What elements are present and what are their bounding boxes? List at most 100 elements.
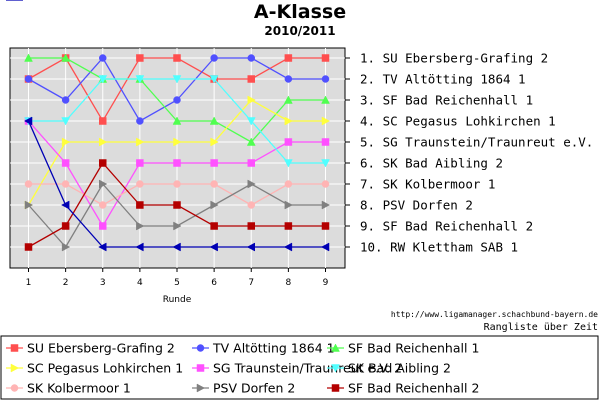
data-point xyxy=(173,180,181,188)
data-point xyxy=(173,54,181,62)
data-point xyxy=(172,116,182,125)
data-point xyxy=(284,138,293,146)
rank-label: 5. SG Traunstein/Traunreut e.V. 2 xyxy=(360,135,600,150)
final-ranking: 1. SU Ebersberg-Grafing 2 2. TV Altötting… xyxy=(345,51,600,255)
data-point xyxy=(24,180,33,188)
data-point xyxy=(99,159,107,167)
data-point xyxy=(99,117,107,125)
x-tick-label: 6 xyxy=(211,278,217,288)
data-point xyxy=(321,180,330,188)
series xyxy=(23,116,330,252)
legend-box xyxy=(0,335,599,400)
data-point xyxy=(173,201,181,209)
data-point xyxy=(196,364,205,372)
legend-label: PSV Dorfen 2 xyxy=(213,381,295,396)
chart-subtitle: 2010/2011 xyxy=(264,24,335,38)
data-point xyxy=(61,242,71,252)
data-point xyxy=(61,117,71,126)
data-point xyxy=(210,222,218,230)
data-point xyxy=(61,137,71,147)
data-point xyxy=(284,180,293,188)
data-point xyxy=(331,364,340,373)
legend-item: SG Traunstein/Traunreut e.V. 2 xyxy=(192,361,402,376)
data-point xyxy=(246,117,256,126)
data-point xyxy=(61,159,70,167)
data-point xyxy=(209,116,219,125)
series-layer xyxy=(23,53,331,252)
data-point xyxy=(321,138,330,146)
legend-label: TV Altötting 1864 1 xyxy=(212,341,335,356)
legend-label: SU Ebersberg-Grafing 2 xyxy=(27,341,175,356)
rank-label: 7. SK Kolbermoor 1 xyxy=(360,177,495,192)
series xyxy=(24,54,330,125)
legend-label: SC Pegasus Lohkirchen 1 xyxy=(27,361,183,376)
data-point xyxy=(10,344,19,352)
data-point xyxy=(99,137,108,147)
data-point xyxy=(136,159,144,167)
legend-item: SF Bad Reichenhall 2 xyxy=(327,381,479,396)
data-point xyxy=(321,54,330,62)
data-point xyxy=(247,201,255,209)
data-point xyxy=(321,116,331,126)
data-point xyxy=(61,53,71,62)
x-tick-label: 4 xyxy=(137,278,143,288)
data-point xyxy=(61,180,70,188)
legend-label: SF Bad Reichenhall 2 xyxy=(348,381,479,396)
data-point xyxy=(283,159,293,168)
legend-item: PSV Dorfen 2 xyxy=(192,381,295,396)
legend-label: SK Kolbermoor 1 xyxy=(27,381,131,396)
data-point xyxy=(24,75,33,83)
data-point xyxy=(247,222,255,230)
data-point xyxy=(247,75,255,83)
data-point xyxy=(247,179,256,189)
data-point xyxy=(135,242,144,252)
data-point xyxy=(172,242,181,252)
rank-label: 4. SC Pegasus Lohkirchen 1 xyxy=(360,114,556,129)
data-point xyxy=(247,95,256,105)
rank-label: 3. SF Bad Reichenhall 1 xyxy=(360,93,533,108)
data-point xyxy=(210,54,218,62)
rank-label: 1. SU Ebersberg-Grafing 2 xyxy=(360,51,548,66)
data-point xyxy=(321,75,330,83)
data-point xyxy=(210,137,219,147)
data-point xyxy=(99,201,107,209)
legend-item: RW Klettham SAB 1 xyxy=(6,0,150,3)
data-point xyxy=(246,137,256,146)
data-point xyxy=(284,200,293,210)
data-point xyxy=(173,96,181,104)
data-point xyxy=(173,221,182,231)
rank-label: 6. SK Bad Aibling 2 xyxy=(360,156,503,171)
series xyxy=(24,180,330,209)
rank-label: 8. PSV Dorfen 2 xyxy=(360,198,473,213)
data-point xyxy=(24,243,33,251)
data-point xyxy=(209,242,218,252)
data-point xyxy=(247,159,255,167)
data-point xyxy=(321,95,330,104)
legend-item: SU Ebersberg-Grafing 2 xyxy=(6,341,175,356)
x-axis-label: Runde xyxy=(163,295,192,305)
x-tick-label: 7 xyxy=(248,278,254,288)
data-point xyxy=(10,384,19,392)
source-url: http://www.ligamanager.schachbund-bayern… xyxy=(391,310,598,319)
data-point xyxy=(246,242,255,252)
data-point xyxy=(210,180,218,188)
legend-item: SK Kolbermoor 1 xyxy=(6,381,131,396)
chart-title: A-Klasse xyxy=(254,1,346,23)
data-point xyxy=(284,222,293,230)
legend-item: SK Bad Aibling 2 xyxy=(327,361,451,376)
legend-label: SF Bad Reichenhall 1 xyxy=(348,341,479,356)
data-point xyxy=(172,75,182,84)
data-point xyxy=(23,116,33,126)
data-point xyxy=(61,96,70,104)
data-point xyxy=(321,222,330,230)
x-tick-label: 5 xyxy=(174,278,180,288)
data-point xyxy=(173,137,182,147)
data-point xyxy=(136,201,144,209)
legend-item: SF Bad Reichenhall 1 xyxy=(327,341,479,356)
data-point xyxy=(331,384,340,392)
data-point xyxy=(136,117,144,125)
data-point xyxy=(284,75,293,83)
chart-caption: Rangliste über Zeit xyxy=(484,322,598,333)
x-axis: 1 2 3 4 5 6 7 8 9 xyxy=(26,268,329,288)
